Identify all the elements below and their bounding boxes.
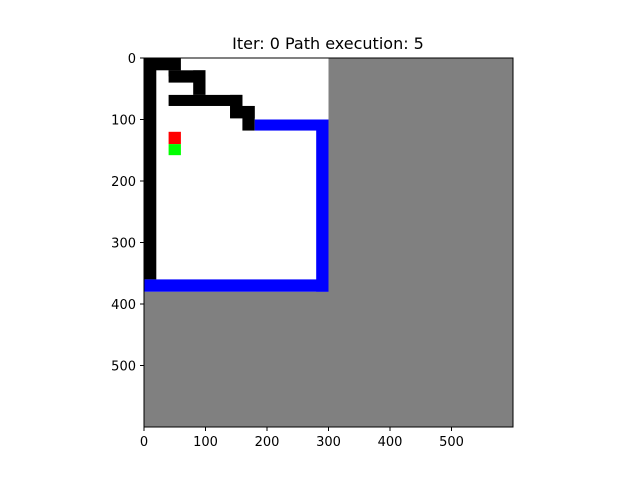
x-tick-label-3: 300 [316,435,341,450]
y-tick-label-2: 200 [111,175,136,190]
x-tick-label-4: 400 [378,435,403,450]
obstacle-cell-1 [144,58,181,71]
y-tick-label-5: 500 [111,360,136,375]
y-tick-label-3: 300 [111,237,136,252]
chart-title: Iter: 0 Path execution: 5 [232,34,424,53]
obstacle-cell-4 [193,70,206,95]
obstacle-cell-5 [168,94,243,106]
robot-cell-0 [168,131,181,145]
x-tick-label-2: 200 [255,435,280,450]
y-tick-label-1: 100 [111,114,136,129]
goal-cell-0 [168,144,181,156]
x-tick-label-5: 500 [439,435,464,450]
x-tick-label-0: 0 [140,435,148,450]
free-cell-0 [144,58,329,292]
obstacle-cell-0 [144,58,157,280]
x-tick-label-1: 100 [193,435,218,450]
plot-area [144,58,513,427]
y-tick-label-0: 0 [128,52,136,67]
frontier-cell-2 [144,279,329,292]
y-tick-label-4: 400 [111,298,136,313]
axes: 0 100 200 300 400 500 0 100 200 300 400 500 [111,52,514,450]
frontier-cell-1 [316,119,329,292]
frontier-cell-0 [254,119,329,131]
obstacle-cell-8 [242,105,255,131]
